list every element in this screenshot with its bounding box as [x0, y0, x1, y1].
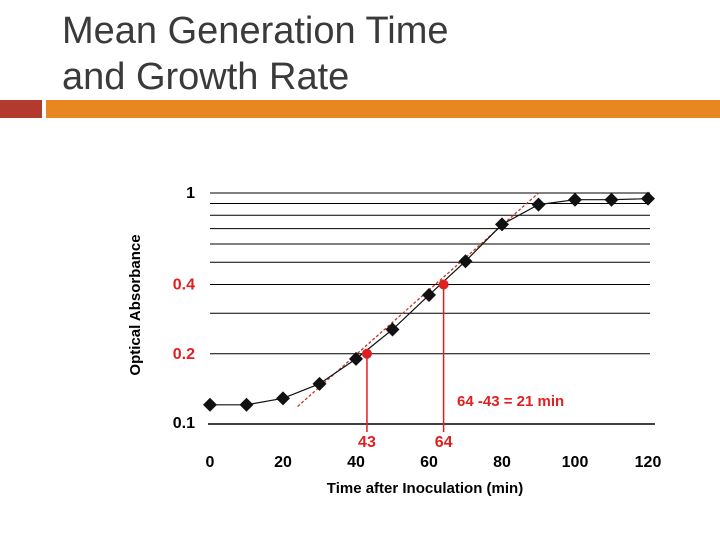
x-tick-labels: 0 20 40 60 80 100 120	[206, 454, 662, 471]
y-tick-label: 0.2	[173, 346, 195, 363]
x-tick-label: 100	[562, 454, 589, 471]
title-line-2: and Growth Rate	[62, 56, 350, 98]
x-tick-label: 60	[420, 454, 438, 471]
data-point	[531, 197, 546, 212]
data-points	[203, 191, 655, 412]
fit-line	[297, 192, 539, 407]
slide-title: Mean Generation Time and Growth Rate	[62, 8, 622, 100]
y-tick-labels: 1 0.4 0.2 0.1	[173, 185, 195, 432]
data-point	[312, 376, 327, 391]
highlight-label: 64	[435, 434, 453, 451]
y-tick-label: 0.4	[173, 277, 195, 294]
data-point	[604, 192, 619, 207]
data-point	[568, 192, 582, 207]
data-point	[349, 351, 363, 366]
fit-line-group	[297, 192, 539, 407]
data-point	[641, 191, 655, 206]
accent-bar	[46, 100, 720, 118]
highlight-guides	[366, 284, 445, 432]
y-axis-label: Optical Absorbance	[127, 234, 144, 375]
x-tick-label: 40	[347, 454, 365, 471]
x-axis-label: Time after Inoculation (min)	[327, 480, 523, 497]
data-point	[385, 322, 400, 337]
highlight-point	[361, 348, 372, 359]
x-tick-label: 120	[635, 454, 662, 471]
data-point	[239, 397, 254, 412]
data-point	[495, 217, 509, 232]
y-tick-label: 0.1	[173, 415, 195, 432]
title-line-1: Mean Generation Time	[62, 10, 449, 52]
data-point	[203, 397, 217, 412]
highlight-points	[361, 279, 449, 359]
highlight-label: 43	[358, 434, 376, 451]
x-tick-label: 0	[206, 454, 215, 471]
highlight-labels: 43 64	[358, 434, 453, 451]
data-point	[422, 288, 436, 303]
data-point	[458, 254, 473, 269]
y-tick-label: 1	[186, 185, 195, 202]
x-tick-label: 80	[493, 454, 511, 471]
x-tick-label: 20	[274, 454, 292, 471]
gridlines	[210, 192, 650, 355]
accent-block	[0, 100, 42, 118]
interval-annotation: 64 -43 = 21 min	[457, 393, 564, 410]
highlight-point	[438, 279, 449, 290]
data-point	[276, 391, 290, 406]
